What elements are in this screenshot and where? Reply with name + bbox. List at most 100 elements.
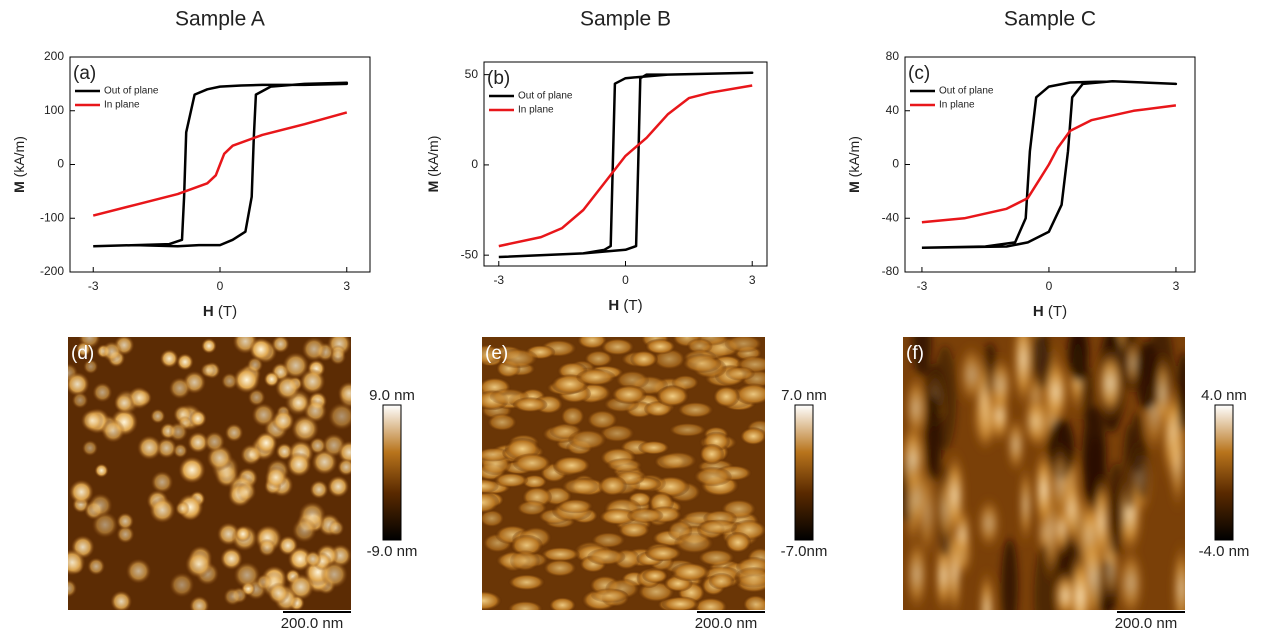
series-line [921,104,1177,224]
panel-label: (c) [908,63,930,84]
afm-grain [1117,545,1145,610]
series-line [498,71,754,259]
scale-bar-label: 200.0 nm [1115,615,1178,632]
afm-grain [254,431,278,455]
afm-grain [233,366,261,394]
x-axis-label: H (T) [203,303,237,320]
afm-grain [271,337,290,354]
afm-grain [169,572,195,598]
colorbar [794,404,814,541]
y-axis-symbol: M [425,181,441,193]
afm-grain [944,448,966,543]
colorbar-max-label: 4.0 nm [1201,387,1247,404]
afm-grain [116,512,134,530]
afm-grain [561,477,599,496]
afm-grain [101,341,123,362]
x-tick-label: -3 [917,279,928,293]
afm-grain [327,519,345,537]
afm-grain [282,352,310,380]
colorbar-min-label: -4.0 nm [1199,543,1250,560]
afm-grain [568,429,607,450]
afm-panel-label: (f) [906,343,924,364]
afm-grain [724,531,752,553]
afm-grain [263,371,280,388]
afm-grain [699,443,725,465]
afm-grain [509,550,540,572]
afm-grain [668,422,707,437]
afm-grain [598,508,637,526]
afm-grain [159,349,179,369]
afm-grain [337,458,351,477]
afm-grain [189,595,210,610]
afm-grain [560,406,585,427]
afm-grain [677,401,714,418]
afm-grain [658,451,698,470]
afm-grain [75,341,92,357]
afm-grain [494,472,529,488]
afm-grain [1135,341,1160,411]
afm-grain [516,500,548,516]
afm-grain [693,597,728,610]
afm-grain [630,350,658,368]
legend-label: Out of plane [518,91,573,102]
afm-grain [94,463,109,478]
afm-grain [110,590,133,610]
panel-label: (a) [73,63,96,84]
afm-image [903,337,1185,610]
afm-grain [80,409,104,432]
afm-grain [924,395,942,482]
afm-grain [220,547,243,571]
afm-grain [83,358,99,375]
afm-grain [548,597,577,610]
afm-grain [1171,538,1185,610]
afm-grain [708,572,735,590]
afm-grain [540,546,580,562]
afm-grain [905,534,929,610]
afm-grain [150,470,174,494]
chart-title: Sample B [580,8,671,31]
afm-grain [304,550,322,568]
afm-grain [251,402,276,427]
afm-grain [611,384,647,404]
afm-grain [656,385,690,407]
afm-grain [271,409,295,433]
afm-grain [617,522,651,539]
afm-grain [487,413,518,432]
afm-image [68,337,351,610]
legend-label: Out of plane [104,86,159,97]
afm-grain [275,374,301,401]
afm-grain [553,455,591,475]
afm-grain [71,391,89,409]
x-axis-symbol: H [203,303,214,320]
afm-grain [1042,355,1070,429]
x-tick-label: 0 [622,273,629,287]
afm-grain [125,558,152,584]
afm-grain [521,474,548,489]
y-tick-label: 100 [44,103,64,117]
afm-grain [337,381,351,405]
y-tick-label: 50 [465,67,479,81]
afm-grain [712,385,740,408]
afm-streaks [903,337,1185,610]
afm-grain [586,409,618,430]
x-axis-unit: (T) [1048,303,1067,320]
afm-grain [988,354,1013,417]
afm-grain [482,491,500,514]
afm-grain [599,424,635,443]
afm-grain [645,545,682,562]
afm-grain [240,443,262,466]
afm-grain [686,338,713,354]
y-axis-label: M (kA/m) [846,136,862,193]
y-tick-label: -200 [40,264,64,278]
x-tick-label: 3 [343,279,350,293]
afm-grain [291,517,317,543]
panel-label: (b) [487,68,510,89]
afm-grain [642,568,668,584]
series-line [498,84,753,248]
afm-grain [168,377,191,400]
afm-grain [309,480,329,500]
afm-grain [734,567,765,588]
chart-title: Sample C [1004,8,1096,31]
chart-title: Sample A [175,8,265,31]
